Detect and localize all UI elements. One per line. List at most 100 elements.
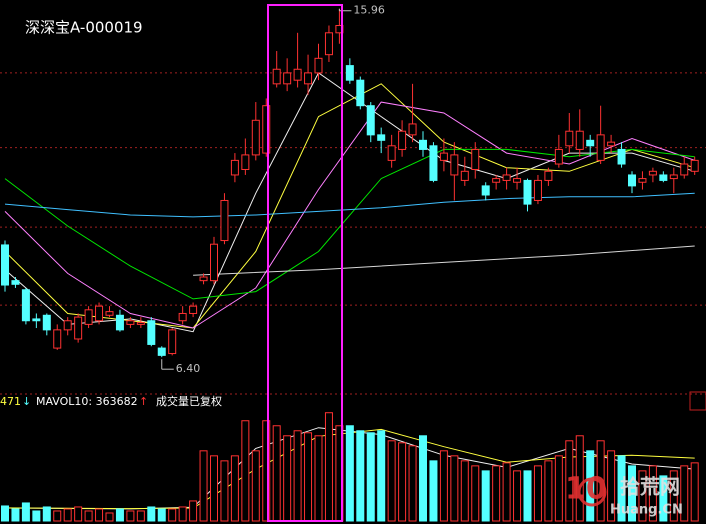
volume-bar [345, 425, 354, 522]
candle-body [84, 309, 93, 325]
volume-bar [429, 460, 438, 522]
candle-body [366, 105, 375, 136]
volume-bar [84, 510, 93, 522]
ma-line [4, 192, 695, 218]
volume-bar [419, 435, 427, 522]
volume-bar [439, 450, 448, 522]
candle-body [607, 141, 616, 147]
candle-body [189, 305, 198, 314]
candle-body [439, 152, 448, 161]
candle-body [42, 314, 51, 331]
volume-bar [115, 508, 124, 522]
volume-bar [544, 460, 553, 522]
volume-bar [648, 465, 657, 522]
volume-bar [105, 512, 114, 522]
watermark-ring [577, 477, 607, 507]
volume-bar [502, 462, 511, 522]
candle-body [199, 276, 208, 282]
volume-bar [304, 432, 313, 522]
candle-body [596, 134, 605, 161]
volume-bar [450, 455, 459, 522]
candle-body [11, 280, 20, 285]
volume-bar [387, 440, 396, 522]
candle-body [126, 320, 135, 325]
candle-body [481, 185, 490, 196]
watermark-name: 拾荒网 [620, 475, 680, 499]
candle-body [63, 320, 72, 331]
candle-body [1, 244, 9, 286]
volume-bar [680, 465, 689, 522]
candle-body [565, 130, 574, 147]
volume-bar [607, 450, 616, 522]
candle-body [157, 347, 166, 356]
candle-body [314, 57, 323, 74]
volume-bar [533, 465, 542, 522]
volume-bar [638, 470, 647, 522]
volume-bar [481, 470, 490, 522]
candle-body [136, 322, 145, 325]
volume-arrow: ↓ [22, 395, 31, 408]
volume-bar [523, 470, 532, 522]
candle-body [345, 65, 354, 81]
candle-body [460, 170, 469, 181]
candle-body [659, 174, 668, 181]
candle-body [178, 312, 187, 322]
candle-body [680, 163, 689, 176]
candle-body [377, 134, 386, 141]
candle-body [648, 170, 657, 176]
candle-body [554, 148, 563, 165]
volume-bar [283, 435, 292, 522]
candle-body [492, 178, 501, 183]
volume-bar [230, 455, 239, 522]
volume-bar [95, 508, 104, 522]
volume-bar [11, 508, 20, 522]
volume-bar [492, 465, 501, 522]
candle-body [419, 139, 427, 150]
volume-bar [690, 462, 699, 522]
candle-body [513, 178, 522, 183]
candle-body [53, 329, 62, 349]
candle-body [502, 174, 511, 181]
volume-bar [189, 500, 198, 522]
volume-bar [220, 460, 229, 522]
volume-bar [272, 425, 281, 522]
candle-body [283, 72, 292, 85]
volume-bar [251, 450, 260, 522]
volume-bar [586, 450, 595, 522]
candle-body [304, 72, 313, 85]
volume-bar [377, 430, 386, 522]
volume-bar [126, 510, 135, 522]
candle-body [575, 130, 584, 150]
volume-bar [53, 510, 62, 522]
volume-bar [513, 470, 522, 522]
candle-body [533, 179, 542, 201]
volume-bar [324, 412, 333, 522]
annotation: 6.40 [176, 362, 201, 375]
volume-bar [293, 430, 302, 522]
candle-body [398, 130, 407, 150]
volume-bar [617, 455, 626, 522]
candle-body [617, 148, 626, 165]
volume-bar [32, 510, 41, 522]
candle-body [32, 318, 41, 322]
volume-bar [147, 506, 156, 522]
volume-bar [199, 450, 208, 522]
mavol-arrow: ↑ [139, 395, 148, 408]
candle-body [544, 170, 553, 181]
candle-body [241, 154, 250, 170]
volume-bar [471, 465, 480, 522]
candle-body [450, 154, 459, 176]
volume-bar [408, 445, 417, 522]
candle-body [230, 159, 239, 176]
candle-body [638, 178, 647, 183]
volume-bar [63, 508, 72, 522]
candle-body [115, 314, 124, 331]
volume-bar [628, 465, 636, 522]
volume-bar [659, 475, 668, 522]
candle-body [105, 311, 114, 316]
volume-bar [1, 505, 9, 522]
candle-body [147, 320, 156, 345]
volume-bar [366, 432, 375, 522]
